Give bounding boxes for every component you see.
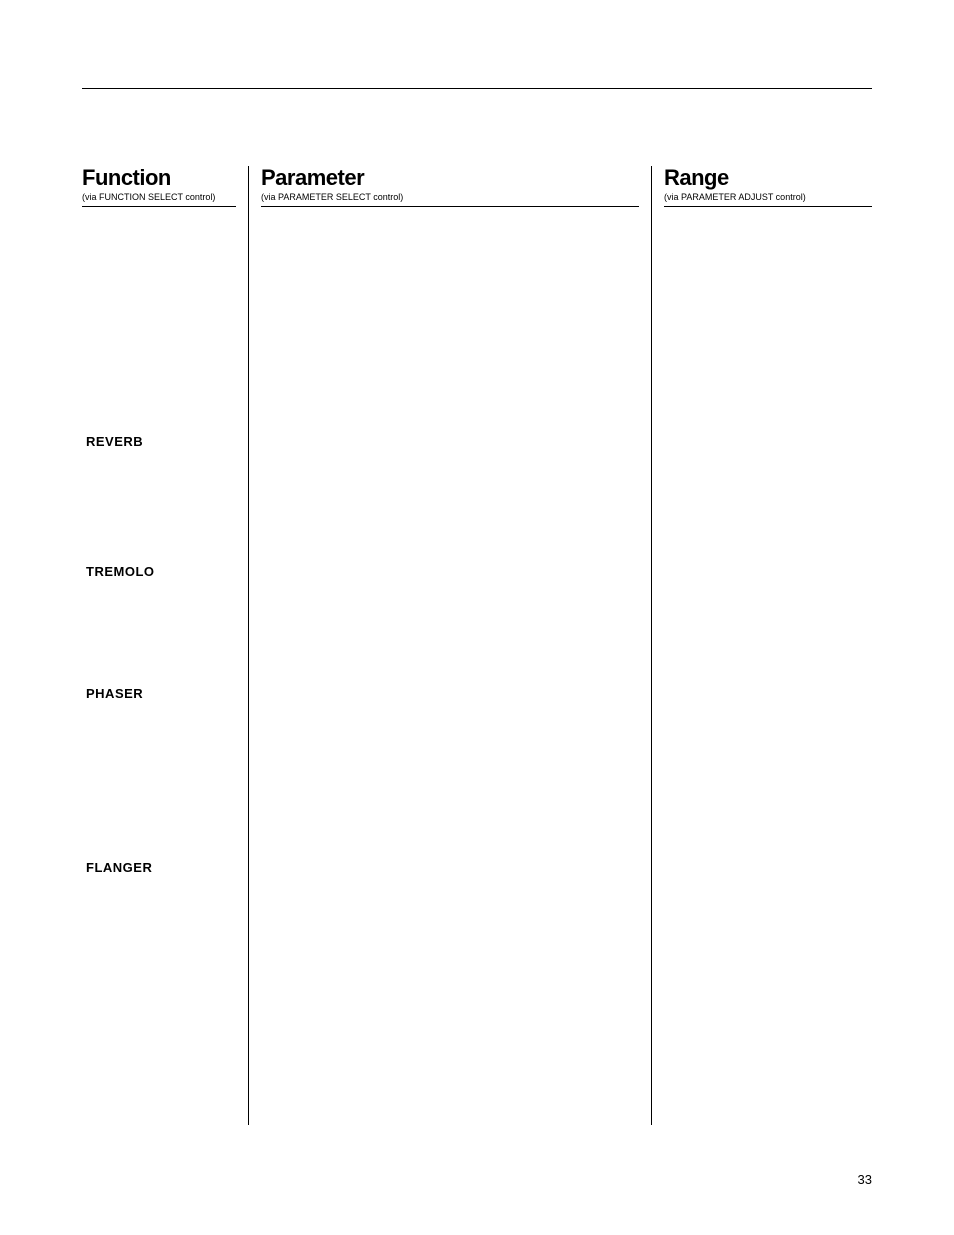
parameter-column-underline xyxy=(261,206,639,207)
function-column-underline xyxy=(82,206,236,207)
parameter-column-title: Parameter xyxy=(261,166,639,190)
function-column-title: Function xyxy=(82,166,236,190)
range-column-underline xyxy=(664,206,872,207)
function-column-subtitle: (via FUNCTION SELECT control) xyxy=(82,192,236,202)
page-number: 33 xyxy=(858,1172,872,1187)
function-label-phaser: PHASER xyxy=(86,686,143,701)
function-label-flanger: FLANGER xyxy=(86,860,152,875)
parameter-column-subtitle: (via PARAMETER SELECT control) xyxy=(261,192,639,202)
parameter-column: Parameter (via PARAMETER SELECT control) xyxy=(248,166,652,1125)
function-label-reverb: REVERB xyxy=(86,434,143,449)
function-label-tremolo: TREMOLO xyxy=(86,564,155,579)
range-column-header: Range (via PARAMETER ADJUST control) xyxy=(664,166,872,207)
function-labels-area: REVERB TREMOLO PHASER FLANGER xyxy=(82,217,236,1176)
function-column: Function (via FUNCTION SELECT control) R… xyxy=(82,166,248,1125)
range-column-title: Range xyxy=(664,166,872,190)
range-column-subtitle: (via PARAMETER ADJUST control) xyxy=(664,192,872,202)
function-column-header: Function (via FUNCTION SELECT control) xyxy=(82,166,236,207)
page-container: Function (via FUNCTION SELECT control) R… xyxy=(0,0,954,1235)
parameter-column-header: Parameter (via PARAMETER SELECT control) xyxy=(261,166,639,207)
columns-wrapper: Function (via FUNCTION SELECT control) R… xyxy=(82,166,872,1125)
range-column: Range (via PARAMETER ADJUST control) xyxy=(652,166,872,1125)
top-horizontal-rule xyxy=(82,88,872,89)
